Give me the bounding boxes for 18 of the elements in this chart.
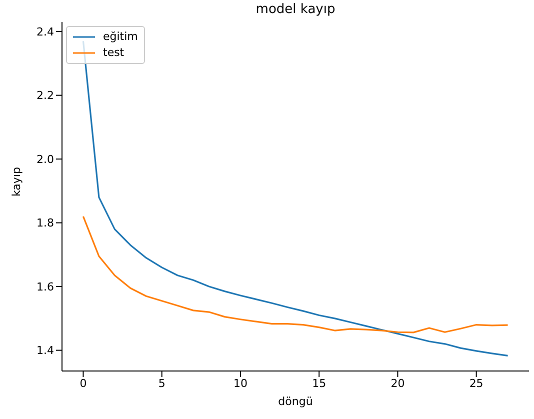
x-tick-label: 0 (80, 376, 87, 390)
y-tick-label: 2.2 (36, 89, 54, 102)
y-tick-label: 2.4 (36, 25, 54, 38)
x-tick-label: 10 (233, 376, 248, 390)
y-axis-title: kayıp (10, 167, 23, 196)
x-axis-title: döngü (278, 395, 313, 408)
y-tick-label: 1.4 (36, 344, 54, 358)
x-tick-label: 20 (390, 376, 405, 390)
y-tick-label: 1.6 (36, 280, 54, 294)
line-series (82, 216, 509, 334)
legend-label: eğitim (103, 29, 138, 45)
y-tick-label: 2.0 (36, 152, 54, 166)
chart-title: model kayıp (254, 2, 336, 17)
x-tick-label: 25 (469, 376, 484, 390)
x-tick-label: 5 (158, 376, 166, 390)
x-tick-label: 15 (312, 376, 326, 390)
legend-label: test (103, 45, 124, 61)
y-tick-label: 1.8 (36, 216, 54, 230)
